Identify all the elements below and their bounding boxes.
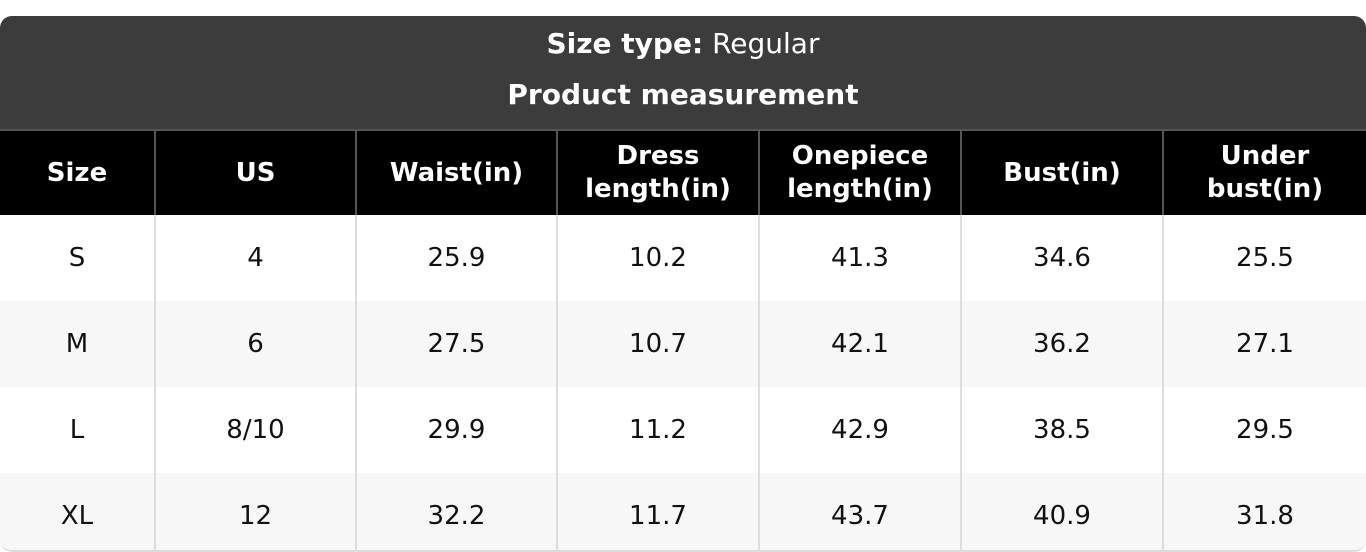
table-row: M 6 27.5 10.7 42.1 36.2 27.1 bbox=[0, 301, 1366, 387]
table-cell: 38.5 bbox=[960, 387, 1163, 473]
table-cell: M bbox=[0, 301, 155, 387]
table-cell: 27.5 bbox=[355, 301, 557, 387]
table-row: XL 12 32.2 11.7 43.7 40.9 31.8 bbox=[0, 473, 1366, 550]
column-header: Dress length(in) bbox=[556, 129, 759, 215]
column-header: US bbox=[154, 129, 356, 215]
table-cell: S bbox=[68, 243, 86, 273]
size-chart: Size type: Regular Product measurement S… bbox=[0, 16, 1366, 552]
header-row: Size US Waist(in) Dress length(in) Onepiece … bbox=[0, 129, 1366, 215]
table-cell: 27.1 bbox=[1162, 301, 1366, 387]
size-type-label: Size type: bbox=[546, 27, 704, 60]
header-title: Product measurement bbox=[507, 78, 859, 111]
table-cell: 4 bbox=[154, 215, 356, 301]
table-cell: 8/10 bbox=[154, 387, 356, 473]
table-cell: 11.2 bbox=[556, 387, 759, 473]
table-cell: 40.9 bbox=[960, 473, 1163, 550]
measurement-table: Size US Waist(in) Dress length(in) Onepiece … bbox=[0, 129, 1366, 550]
table-cell: 34.6 bbox=[960, 215, 1163, 301]
table-cell: 12 bbox=[154, 473, 356, 550]
table-cell: 25.5 bbox=[1162, 215, 1366, 301]
table-cell: 10.2 bbox=[556, 215, 759, 301]
table-row: L 8/10 29.9 11.2 42.9 38.5 29.5 bbox=[0, 387, 1366, 473]
table-cell: 42.1 bbox=[758, 301, 961, 387]
chart-header: Size type: Regular Product measurement bbox=[0, 16, 1366, 129]
column-header: Size bbox=[0, 129, 155, 215]
table-cell: 11.7 bbox=[556, 473, 759, 550]
table-cell: XL bbox=[0, 473, 155, 550]
size-type-value: Regular bbox=[712, 27, 820, 60]
size-type: Size type: Regular bbox=[0, 16, 1366, 70]
column-header: Under bust(in) bbox=[1162, 129, 1366, 215]
table-cell: 42.9 bbox=[758, 387, 961, 473]
table-cell: 6 bbox=[154, 301, 356, 387]
table-cell: 25.9 bbox=[355, 215, 557, 301]
column-header: Bust(in) bbox=[960, 129, 1163, 215]
table-cell: 43.7 bbox=[758, 473, 961, 550]
table-row: S 4 25.9 10.2 41.3 34.6 25.5 bbox=[0, 215, 1366, 301]
table-cell: 29.5 bbox=[1162, 387, 1366, 473]
table-cell: 36.2 bbox=[960, 301, 1163, 387]
column-header: Waist(in) bbox=[355, 129, 557, 215]
column-header: Onepiece length(in) bbox=[758, 129, 961, 215]
table-body: S 4 25.9 10.2 41.3 34.6 25.5 M 6 27.5 10.7 42.1 36.2… bbox=[0, 215, 1366, 550]
table-cell: 31.8 bbox=[1162, 473, 1366, 550]
table-cell: 10.7 bbox=[556, 301, 759, 387]
table-cell: 32.2 bbox=[355, 473, 557, 550]
table-cell: L bbox=[69, 415, 85, 445]
table-cell: 41.3 bbox=[758, 215, 961, 301]
table-cell: 29.9 bbox=[355, 387, 557, 473]
